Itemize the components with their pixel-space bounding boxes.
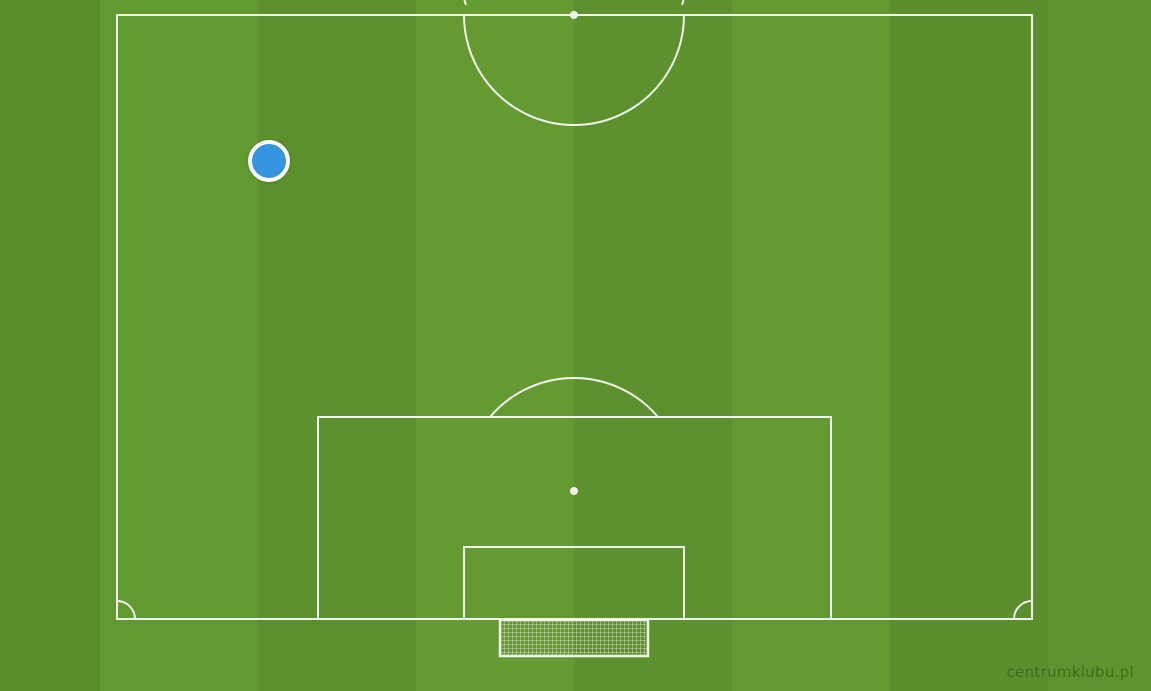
goal-area — [463, 546, 685, 620]
penalty-area — [317, 416, 832, 620]
penalty-arc — [489, 377, 659, 418]
player-marker[interactable] — [248, 140, 290, 182]
goal-net — [498, 618, 650, 658]
watermark-text: centrumklubu.pl — [1006, 663, 1134, 681]
corner-arc-right — [1013, 600, 1033, 620]
center-circle — [463, 14, 685, 126]
pitch-boundary — [116, 14, 1033, 620]
corner-arc-left — [116, 600, 136, 620]
penalty-spot — [570, 487, 578, 495]
center-spot — [570, 11, 578, 19]
center-circle-top-edge — [463, 0, 685, 6]
